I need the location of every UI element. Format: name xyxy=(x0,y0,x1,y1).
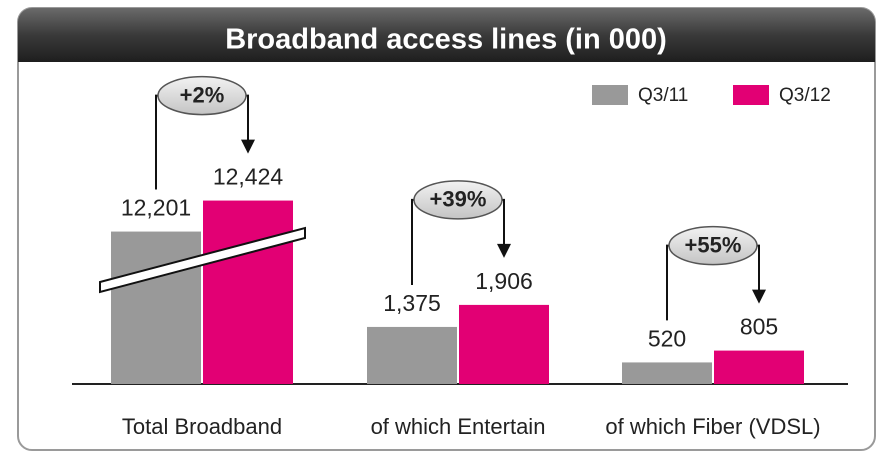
arrow-head xyxy=(752,289,766,304)
value-label: 1,375 xyxy=(383,290,441,316)
x-tick-label: of which Fiber (VDSL) xyxy=(605,414,820,439)
legend-swatch xyxy=(592,85,628,105)
change-pill xyxy=(413,180,503,220)
header xyxy=(18,8,875,62)
bar xyxy=(111,231,201,384)
chart-title: Broadband access lines (in 000) xyxy=(225,24,667,56)
value-label: 520 xyxy=(648,325,686,351)
bar xyxy=(622,362,712,384)
bar xyxy=(203,200,293,384)
value-label: 1,906 xyxy=(475,268,533,294)
value-label: 12,201 xyxy=(121,195,191,221)
change-pill xyxy=(668,225,758,266)
change-label: +2% xyxy=(180,82,225,107)
bar xyxy=(367,326,457,384)
legend-swatch xyxy=(733,85,769,105)
change-label: +39% xyxy=(430,187,487,212)
change-label: +55% xyxy=(685,232,742,257)
arrow-head xyxy=(241,139,255,154)
x-tick-label: of which Entertain xyxy=(371,414,546,439)
bar xyxy=(714,350,804,384)
legend-label: Q3/11 xyxy=(638,85,688,106)
axis-break xyxy=(99,226,306,294)
arrow-head xyxy=(497,243,511,258)
value-label: 12,424 xyxy=(213,164,284,190)
legend-label: Q3/12 xyxy=(779,85,831,106)
x-tick-label: Total Broadband xyxy=(122,414,282,439)
bar xyxy=(459,304,549,384)
value-label: 805 xyxy=(740,314,778,340)
change-pill xyxy=(157,75,247,116)
